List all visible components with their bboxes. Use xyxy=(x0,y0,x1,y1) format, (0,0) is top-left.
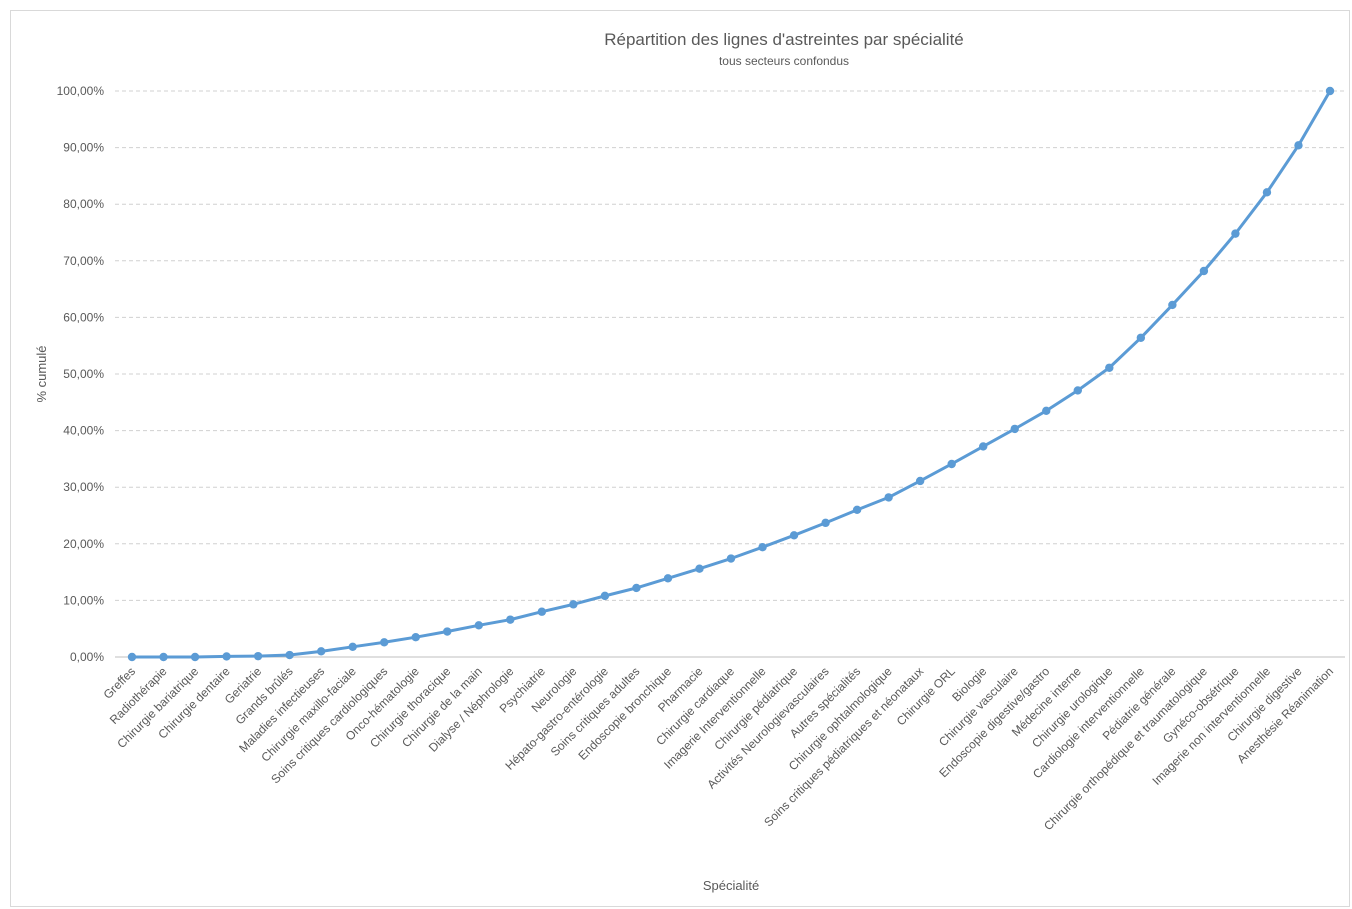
data-point xyxy=(758,542,767,552)
data-point xyxy=(190,652,200,662)
data-point xyxy=(1294,141,1303,150)
data-point xyxy=(127,652,137,662)
data-point xyxy=(380,638,389,647)
y-axis-title: % cumulé xyxy=(34,345,49,402)
data-point xyxy=(695,564,704,573)
y-tick-label: 80,00% xyxy=(63,197,104,211)
data-point xyxy=(947,459,956,469)
data-point xyxy=(1105,363,1114,372)
y-tick-label: 50,00% xyxy=(63,367,104,381)
data-point xyxy=(474,621,483,630)
data-point xyxy=(1010,424,1019,434)
y-tick-label: 10,00% xyxy=(63,593,104,607)
data-point xyxy=(726,554,736,563)
data-point xyxy=(537,607,547,616)
x-axis-title: Spécialité xyxy=(703,878,759,893)
data-point xyxy=(1042,406,1051,415)
data-point xyxy=(600,591,610,601)
y-tick-label: 70,00% xyxy=(63,254,104,268)
series xyxy=(127,86,1335,662)
data-point xyxy=(222,652,231,661)
data-point xyxy=(852,505,862,515)
data-point xyxy=(632,583,641,593)
data-point xyxy=(1325,86,1335,96)
y-tick-label: 60,00% xyxy=(63,310,104,324)
data-point xyxy=(1199,266,1209,276)
y-tick-label: 20,00% xyxy=(63,537,104,551)
data-point xyxy=(443,627,452,636)
y-tick-label: 90,00% xyxy=(63,141,104,155)
chart-title: Répartition des lignes d'astreintes par … xyxy=(604,30,964,49)
data-point xyxy=(821,518,830,528)
y-tick-label: 40,00% xyxy=(63,424,104,438)
data-point xyxy=(1168,300,1177,310)
data-point xyxy=(348,642,357,652)
data-point xyxy=(1262,188,1272,197)
data-point xyxy=(979,442,988,451)
data-point xyxy=(316,647,326,656)
data-point xyxy=(663,574,673,583)
data-point xyxy=(411,632,420,642)
data-point xyxy=(915,476,925,486)
gridlines xyxy=(115,90,1345,658)
y-tick-label: 100,00% xyxy=(57,84,105,98)
data-point xyxy=(1231,229,1240,238)
chart-frame xyxy=(10,10,1350,907)
data-point xyxy=(1136,333,1146,342)
data-point xyxy=(506,615,515,624)
data-point xyxy=(789,531,799,540)
data-point xyxy=(569,600,578,609)
y-tick-labels: 0,00% 10,00% 20,00% 30,00% 40,00% 50,00% 60,00… xyxy=(57,84,105,664)
chart-subtitle: tous secteurs confondus xyxy=(719,54,849,68)
y-tick-label: 0,00% xyxy=(70,650,104,664)
data-point xyxy=(285,650,294,660)
data-point xyxy=(159,652,168,662)
y-tick-label: 30,00% xyxy=(63,480,104,494)
data-point xyxy=(884,493,893,502)
data-point xyxy=(1073,386,1082,395)
data-point xyxy=(253,651,263,661)
